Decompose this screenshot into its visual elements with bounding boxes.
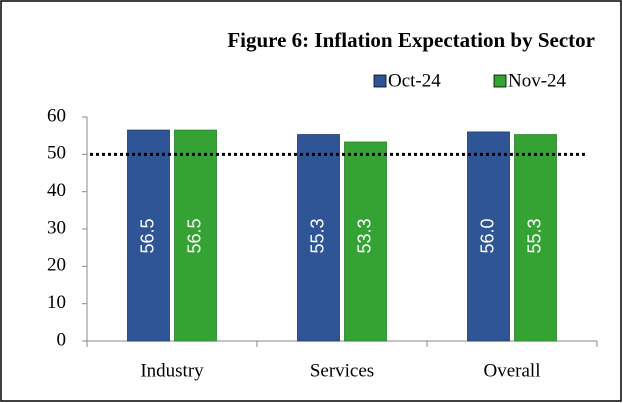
value-label: 53.3 bbox=[354, 218, 374, 253]
bar bbox=[127, 129, 170, 342]
y-tick-label: 60 bbox=[47, 105, 66, 126]
chart-title: Figure 6: Inflation Expectation by Secto… bbox=[227, 28, 595, 52]
value-label: 56.5 bbox=[137, 218, 157, 253]
legend-label: Oct-24 bbox=[388, 70, 441, 91]
value-label: 56.0 bbox=[477, 218, 497, 253]
legend-swatch bbox=[493, 74, 507, 88]
y-tick-label: 10 bbox=[47, 292, 66, 313]
value-label: 55.3 bbox=[307, 218, 327, 253]
x-tick-label: Industry bbox=[140, 360, 204, 381]
value-label: 55.3 bbox=[524, 218, 544, 253]
bar bbox=[297, 134, 340, 342]
bar bbox=[514, 134, 557, 342]
bar bbox=[344, 141, 387, 342]
bar bbox=[467, 131, 510, 342]
y-tick-label: 30 bbox=[47, 217, 66, 238]
x-tick-label: Overall bbox=[484, 360, 541, 381]
value-label: 56.5 bbox=[184, 218, 204, 253]
x-tick-label: Services bbox=[310, 360, 374, 381]
y-tick-label: 0 bbox=[57, 329, 67, 350]
bar bbox=[174, 129, 217, 342]
legend-label: Nov-24 bbox=[508, 70, 567, 91]
y-tick-label: 50 bbox=[47, 143, 66, 164]
y-tick-label: 40 bbox=[47, 180, 66, 201]
legend-swatch bbox=[373, 74, 387, 88]
y-tick-label: 20 bbox=[47, 255, 66, 276]
